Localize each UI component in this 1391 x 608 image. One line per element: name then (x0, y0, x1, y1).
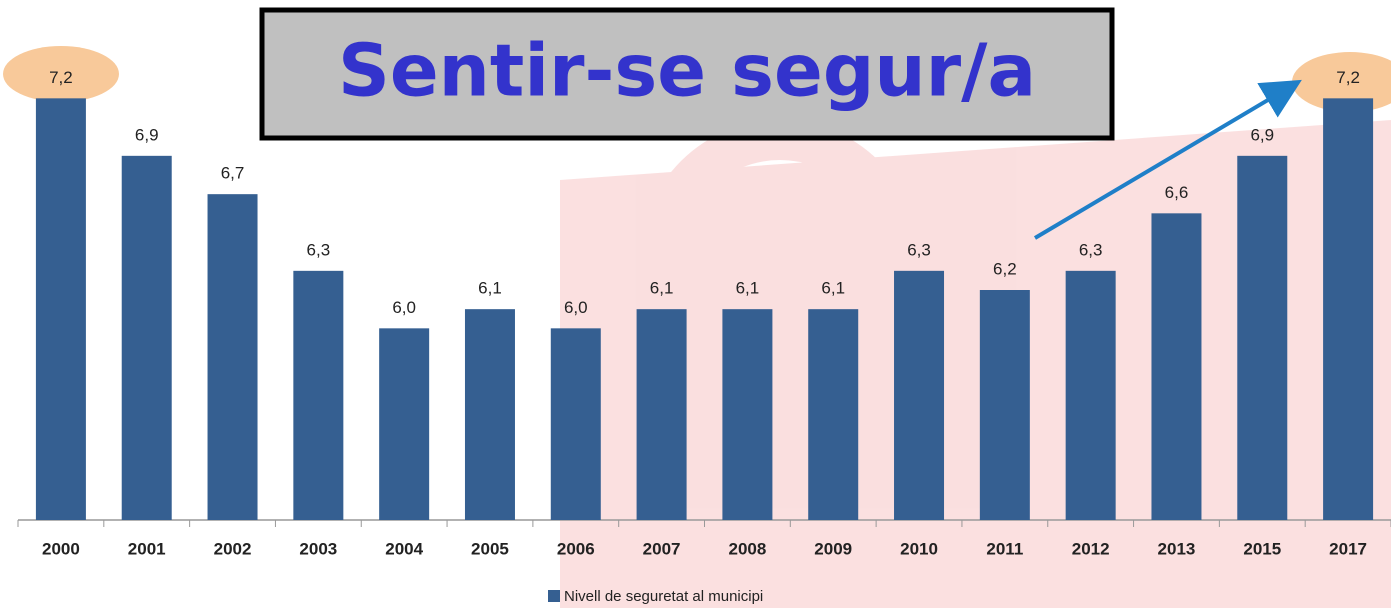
bar (207, 194, 258, 520)
x-tick-label: 2005 (471, 539, 509, 558)
x-tick-label: 2011 (986, 539, 1023, 558)
value-label: 6,6 (1165, 183, 1189, 202)
x-tick-label: 2015 (1243, 539, 1281, 558)
x-tick-label: 2008 (728, 539, 766, 558)
chart-title: Sentir-se segur/a (338, 29, 1036, 113)
bar (808, 309, 859, 520)
legend-label: Nivell de seguretat al municipi (564, 588, 763, 605)
bar (722, 309, 773, 520)
value-label: 6,1 (478, 279, 502, 298)
value-label: 7,2 (49, 68, 73, 87)
x-tick-label: 2003 (299, 539, 337, 558)
value-label: 6,7 (221, 164, 245, 183)
highlight (1292, 52, 1391, 112)
value-label: 6,9 (135, 125, 159, 144)
bar (1237, 155, 1288, 521)
bar (1065, 270, 1116, 520)
x-tick-label: 2001 (128, 539, 166, 558)
value-label: 6,1 (736, 279, 760, 298)
bar (894, 270, 945, 520)
value-label: 6,0 (564, 298, 588, 317)
x-tick-label: 2002 (214, 539, 252, 558)
value-label: 6,3 (307, 240, 331, 259)
bar (464, 309, 515, 520)
bar (293, 270, 344, 520)
value-label: 7,2 (1336, 68, 1360, 87)
value-label: 6,3 (1079, 240, 1103, 259)
x-tick-label: 2000 (42, 539, 80, 558)
title-box (259, 7, 1115, 141)
bar (1151, 213, 1202, 521)
highlight (3, 46, 119, 102)
x-tick-label: 2004 (385, 539, 423, 558)
value-label: 6,1 (821, 279, 845, 298)
value-label: 6,9 (1250, 125, 1274, 144)
bar (550, 328, 601, 520)
value-label: 6,1 (650, 279, 674, 298)
value-label: 6,2 (993, 259, 1017, 278)
x-tick-label: 2009 (814, 539, 852, 558)
x-tick-label: 2006 (557, 539, 595, 558)
bar (1323, 98, 1374, 520)
x-tick-label: 2012 (1072, 539, 1110, 558)
value-label: 6,3 (907, 240, 931, 259)
x-tick-label: 2010 (900, 539, 938, 558)
bar (35, 98, 86, 520)
x-tick-label: 2013 (1158, 539, 1196, 558)
x-tick-label: 2017 (1329, 539, 1367, 558)
bar (636, 309, 687, 520)
x-tick-label: 2007 (643, 539, 681, 558)
trend-arrow (1033, 79, 1302, 240)
bar (121, 155, 172, 521)
bar (379, 328, 430, 520)
legend-swatch (548, 590, 560, 602)
bar (979, 290, 1030, 520)
value-label: 6,0 (392, 298, 416, 317)
